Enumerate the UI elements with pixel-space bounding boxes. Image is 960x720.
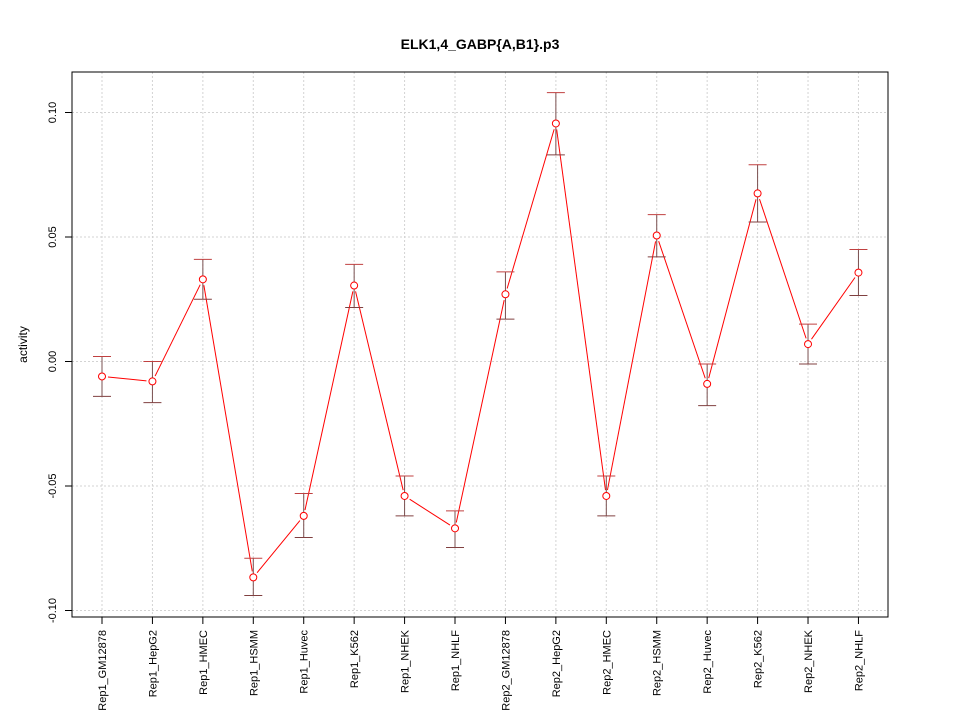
x-tick-label: Rep2_HSMM bbox=[652, 630, 664, 696]
x-tick-label: Rep1_NHEK bbox=[400, 629, 412, 693]
x-tick-label: Rep1_GM12878 bbox=[97, 630, 109, 711]
grid bbox=[72, 72, 888, 617]
data-point bbox=[602, 491, 611, 500]
x-tick-label: Rep2_HepG2 bbox=[551, 630, 563, 697]
data-point bbox=[350, 281, 359, 290]
series-line-segment bbox=[107, 376, 147, 382]
data-point bbox=[854, 268, 863, 277]
series-line-segment bbox=[256, 520, 301, 574]
x-tick-label: Rep2_GM12878 bbox=[500, 630, 512, 711]
x-tick-label: Rep1_K562 bbox=[349, 630, 361, 688]
series-line-segment bbox=[409, 498, 451, 526]
chart-title: ELK1,4_GABP{A,B1}.p3 bbox=[401, 36, 560, 52]
data-point bbox=[451, 524, 460, 533]
series-line-segment bbox=[811, 277, 856, 340]
series-line-segment bbox=[658, 241, 706, 379]
axes: -0.10 -0.05 0.00 0.05 0.10 Rep1_GM12878 Rep1_H… bbox=[47, 102, 865, 711]
series-line-segment bbox=[455, 300, 505, 523]
data-point bbox=[299, 511, 308, 520]
y-axis-label: activity bbox=[16, 326, 30, 363]
data-point bbox=[652, 231, 661, 240]
x-tick-label: Rep1_NHLF bbox=[450, 630, 462, 691]
series-line-segment bbox=[154, 284, 201, 377]
data-point bbox=[501, 290, 510, 299]
series-line-segment bbox=[708, 199, 757, 379]
data-point bbox=[703, 379, 712, 388]
x-tick-label: Rep2_K562 bbox=[753, 630, 765, 688]
series-line-segment bbox=[355, 291, 404, 491]
x-tick-label: Rep2_NHLF bbox=[853, 630, 865, 691]
series-line-segment bbox=[759, 198, 807, 339]
data-point bbox=[551, 119, 560, 128]
x-tick-label: Rep2_HMEC bbox=[601, 630, 613, 695]
x-tick-label: Rep1_HepG2 bbox=[147, 630, 159, 697]
data-point bbox=[249, 573, 258, 582]
data-point bbox=[753, 189, 762, 198]
y-tick-label: -0.10 bbox=[47, 598, 59, 623]
series-line-segment bbox=[203, 285, 253, 572]
marks bbox=[93, 92, 868, 597]
data-point bbox=[198, 275, 207, 284]
data-point bbox=[98, 372, 106, 381]
series-line-segment bbox=[506, 129, 555, 289]
y-tick-label: 0.00 bbox=[47, 351, 59, 372]
y-tick-label: 0.10 bbox=[47, 102, 59, 123]
x-tick-label: Rep1_Huvec bbox=[299, 630, 311, 694]
data-point bbox=[400, 491, 409, 500]
y-tick-label: -0.05 bbox=[47, 473, 59, 498]
data-point bbox=[804, 340, 813, 349]
series-line-segment bbox=[304, 291, 354, 511]
plot-frame bbox=[71, 71, 889, 618]
series-line-segment bbox=[606, 241, 657, 491]
x-tick-label: Rep2_NHEK bbox=[803, 629, 815, 693]
y-tick-label: 0.05 bbox=[47, 226, 59, 247]
data-point bbox=[148, 377, 157, 386]
x-tick-label: Rep2_Huvec bbox=[702, 630, 714, 694]
x-tick-label: Rep1_HMEC bbox=[198, 630, 210, 695]
x-tick-label: Rep1_HSMM bbox=[248, 630, 260, 696]
series-line-segment bbox=[556, 129, 606, 491]
